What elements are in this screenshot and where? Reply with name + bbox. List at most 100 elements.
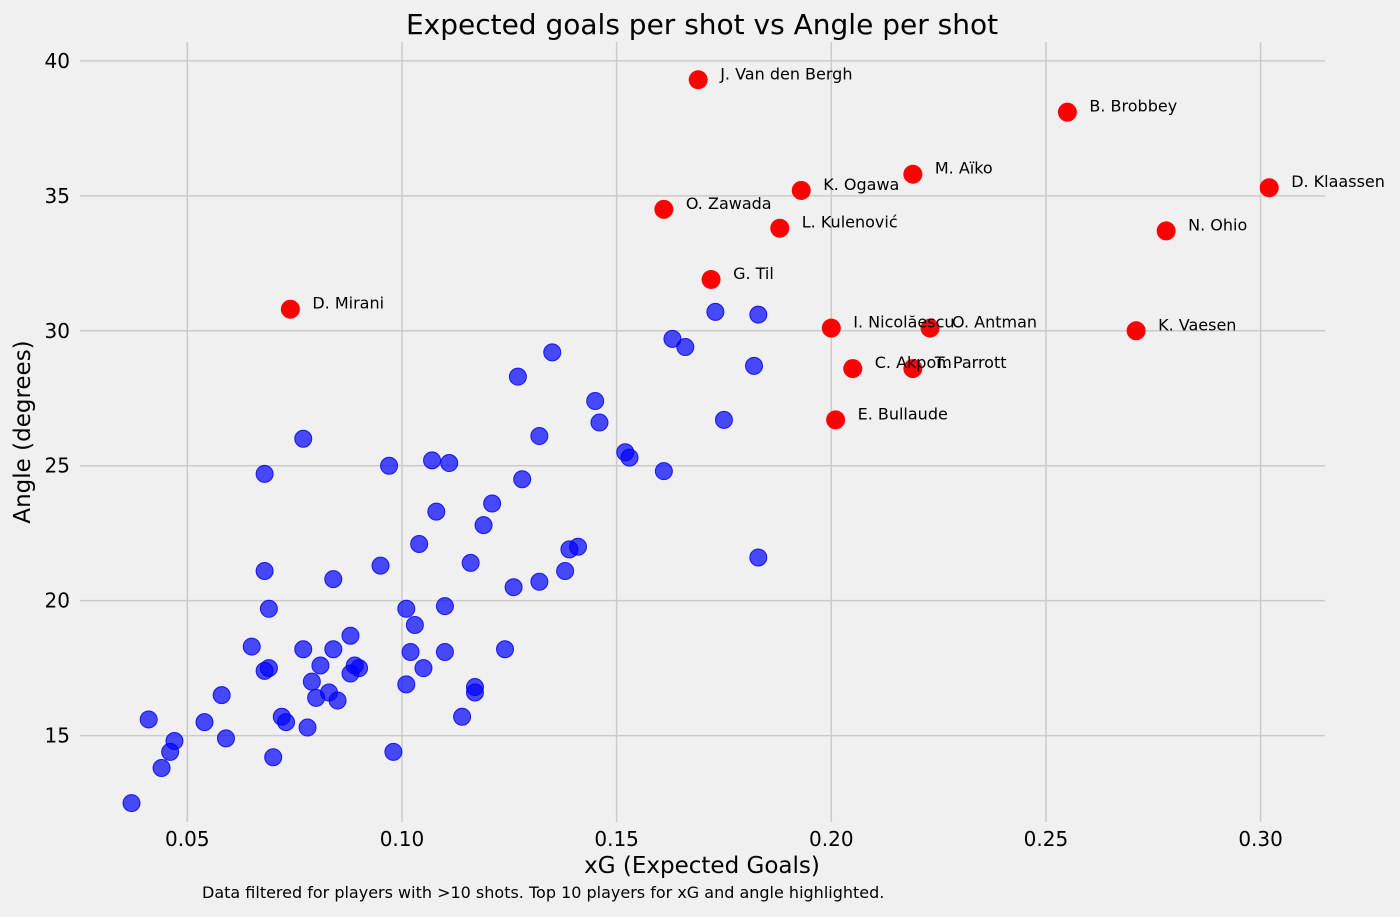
highlighted-point bbox=[903, 164, 923, 184]
data-point bbox=[410, 535, 429, 554]
data-point bbox=[298, 718, 317, 737]
highlighted-point bbox=[1057, 102, 1077, 122]
data-point bbox=[504, 578, 523, 597]
x-tick-label: 0.05 bbox=[165, 827, 210, 851]
point-label: K. Vaesen bbox=[1158, 315, 1236, 334]
data-point bbox=[427, 502, 446, 521]
point-label: J. Van den Bergh bbox=[719, 64, 852, 83]
data-point bbox=[255, 561, 274, 580]
chart-title: Expected goals per shot vs Angle per sho… bbox=[406, 8, 998, 41]
y-tick-label: 40 bbox=[45, 49, 70, 73]
data-point bbox=[294, 429, 313, 448]
data-point bbox=[294, 640, 313, 659]
point-labels: D. Mirani O. Zawada J. Van den Bergh G. Til… bbox=[312, 64, 1385, 423]
data-point bbox=[242, 637, 261, 656]
data-point bbox=[122, 794, 141, 813]
data-point bbox=[423, 451, 442, 470]
highlighted-point bbox=[1259, 178, 1279, 198]
highlighted-point bbox=[920, 318, 940, 338]
point-label: E. Bullaude bbox=[858, 404, 948, 423]
data-point bbox=[212, 686, 231, 705]
data-point bbox=[371, 556, 390, 575]
data-point bbox=[556, 561, 575, 580]
data-point bbox=[152, 759, 171, 778]
data-point bbox=[676, 337, 695, 356]
x-tick-label: 0.25 bbox=[1024, 827, 1069, 851]
data-point bbox=[590, 413, 609, 432]
data-point bbox=[745, 356, 764, 375]
highlighted-point bbox=[1156, 221, 1176, 241]
data-point bbox=[465, 683, 484, 702]
point-label: D. Mirani bbox=[312, 294, 384, 313]
data-point bbox=[328, 691, 347, 710]
point-label: O. Zawada bbox=[686, 194, 772, 213]
y-tick-label: 15 bbox=[45, 724, 70, 748]
data-point bbox=[435, 642, 454, 661]
y-tick-label: 30 bbox=[45, 319, 70, 343]
data-point bbox=[663, 329, 682, 348]
highlighted-point bbox=[280, 299, 300, 319]
data-point bbox=[749, 305, 768, 324]
data-point bbox=[483, 494, 502, 513]
data-point bbox=[414, 659, 433, 678]
point-label: I. Nicolăescu bbox=[853, 313, 954, 332]
highlighted-point bbox=[701, 270, 721, 290]
data-point bbox=[384, 742, 403, 761]
data-point bbox=[530, 572, 549, 591]
point-label: K. Ogawa bbox=[823, 175, 899, 194]
data-point bbox=[435, 597, 454, 616]
point-label: N. Ohio bbox=[1188, 215, 1247, 234]
data-point bbox=[324, 570, 343, 589]
data-point bbox=[350, 659, 369, 678]
data-point bbox=[324, 640, 343, 659]
x-axis-label: xG (Expected Goals) bbox=[584, 853, 820, 879]
data-point bbox=[380, 456, 399, 475]
highlighted-point bbox=[821, 318, 841, 338]
data-point bbox=[264, 748, 283, 767]
highlighted-point bbox=[654, 199, 674, 219]
data-point bbox=[259, 659, 278, 678]
data-point bbox=[461, 553, 480, 572]
data-point bbox=[706, 302, 725, 321]
data-point bbox=[405, 615, 424, 634]
data-point bbox=[543, 343, 562, 362]
footnote: Data filtered for players with >10 shots… bbox=[202, 883, 884, 902]
x-tick-label: 0.10 bbox=[380, 827, 425, 851]
highlighted-point bbox=[791, 180, 811, 200]
data-point bbox=[165, 732, 184, 751]
data-point bbox=[508, 367, 527, 386]
point-label: G. Til bbox=[733, 264, 774, 283]
data-point bbox=[569, 537, 587, 556]
data-point bbox=[311, 656, 330, 675]
data-point bbox=[397, 675, 416, 694]
data-point bbox=[277, 713, 296, 732]
y-tick-label: 20 bbox=[45, 589, 70, 613]
data-point bbox=[139, 710, 158, 729]
data-point bbox=[749, 548, 768, 567]
data-point bbox=[195, 713, 214, 732]
data-point bbox=[654, 462, 673, 481]
data-point bbox=[255, 464, 274, 483]
y-tick-label: 25 bbox=[45, 454, 70, 478]
tick-labels: 0.05 0.10 0.15 0.20 0.25 0.30 15 20 25 30 35 40 bbox=[45, 49, 1283, 851]
data-point bbox=[216, 729, 235, 748]
data-point bbox=[714, 410, 733, 429]
highlighted-point bbox=[688, 70, 708, 90]
data-point bbox=[586, 391, 605, 410]
point-label: M. Aïko bbox=[935, 159, 993, 178]
highlighted-point bbox=[903, 359, 923, 379]
point-label: O. Antman bbox=[952, 313, 1037, 332]
highlighted-point bbox=[826, 410, 846, 430]
x-tick-label: 0.30 bbox=[1238, 827, 1283, 851]
point-label: T. Parrott bbox=[934, 353, 1007, 372]
data-point bbox=[474, 516, 493, 535]
highlighted-point bbox=[770, 218, 790, 238]
data-points bbox=[122, 70, 1279, 813]
data-point bbox=[530, 427, 549, 446]
point-label: D. Klaassen bbox=[1291, 172, 1385, 191]
y-tick-label: 35 bbox=[45, 184, 70, 208]
y-axis-label: Angle (degrees) bbox=[10, 340, 36, 523]
